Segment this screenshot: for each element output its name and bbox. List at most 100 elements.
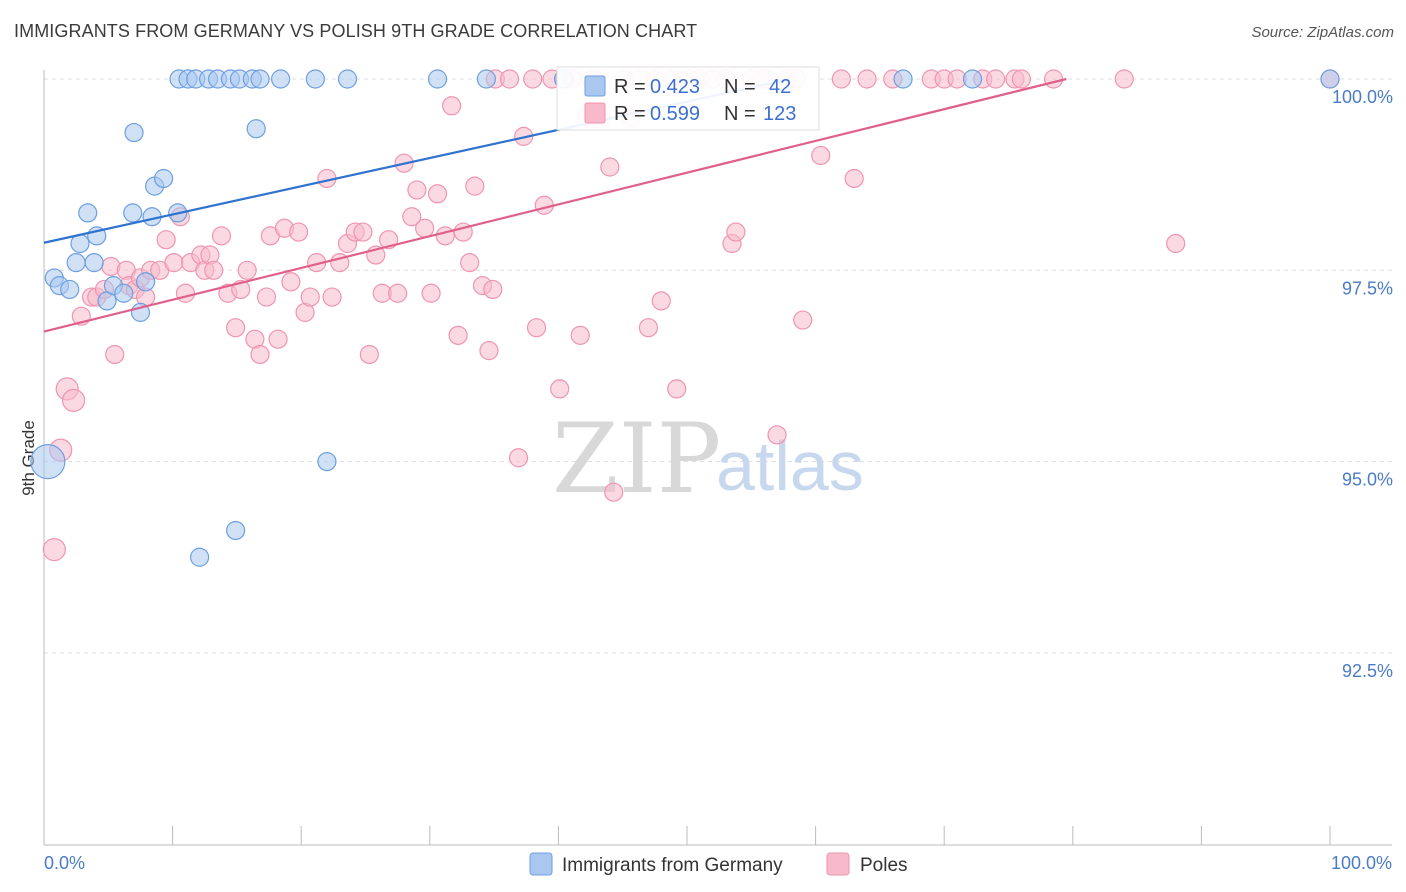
poles-point: [604, 482, 624, 502]
germany-point: [123, 203, 143, 223]
germany-r-value: 0.423: [650, 76, 700, 98]
germany-point: [427, 69, 448, 89]
poles-point: [1166, 233, 1186, 254]
y-tick-label: 92.5%: [1342, 661, 1393, 681]
poles-point: [322, 287, 342, 307]
watermark-atlas: atlas: [716, 427, 864, 505]
poles-point: [268, 329, 288, 349]
y-axis-label: 9th Grade: [19, 420, 38, 496]
poles-point: [460, 253, 480, 273]
germany-point: [893, 69, 913, 89]
germany-point: [317, 452, 337, 472]
germany-swatch: [584, 75, 606, 97]
poles-point: [465, 176, 485, 196]
poles-point: [421, 283, 441, 303]
poles-swatch: [584, 102, 606, 124]
poles-point: [164, 253, 184, 273]
poles-point: [415, 218, 435, 238]
germany-point: [153, 168, 174, 189]
poles-point: [61, 388, 86, 412]
poles-point: [402, 207, 422, 227]
poles-point: [237, 260, 257, 280]
poles-point: [42, 537, 66, 562]
poles-point: [570, 325, 590, 345]
y-tick-label: 100.0%: [1332, 87, 1393, 107]
poles-point: [499, 69, 520, 89]
poles-point: [427, 184, 448, 204]
germany-point: [962, 69, 983, 89]
stats-legend: R = 0.423 N = 42 R = 0.599 N = 123: [556, 66, 820, 131]
poles-point: [211, 226, 232, 246]
germany-points: [30, 69, 1340, 567]
poles-point: [638, 318, 659, 338]
germany-point: [60, 279, 80, 300]
watermark-zip: ZIP: [552, 403, 721, 515]
poles-point: [1011, 69, 1031, 89]
poles-point: [359, 344, 379, 365]
poles-point: [407, 180, 427, 200]
poles-point: [448, 325, 468, 345]
germany-point: [78, 203, 98, 223]
legend-poles-label: Poles: [860, 855, 908, 876]
germany-point: [246, 119, 266, 139]
germany-point: [114, 283, 134, 303]
x-tick-label-min: 0.0%: [44, 853, 85, 873]
poles-point: [550, 379, 570, 399]
x-tick-marks: [43, 826, 1331, 845]
poles-point: [204, 260, 224, 280]
germany-point: [84, 253, 104, 273]
germany-point: [226, 520, 246, 541]
poles-point: [767, 425, 787, 445]
trend-lines: [43, 77, 1067, 333]
germany-point: [66, 253, 86, 273]
poles-point: [250, 344, 270, 365]
poles-point: [726, 222, 746, 242]
germany-point: [124, 122, 144, 143]
poles-n-value: 123: [763, 103, 796, 125]
germany-point: [337, 69, 358, 89]
bottom-legend: Immigrants from Germany Poles: [529, 852, 908, 876]
poles-point: [175, 283, 196, 303]
poles-point: [1114, 69, 1134, 89]
poles-point: [442, 96, 462, 116]
poles-trend-line: [43, 77, 1067, 333]
poles-point: [300, 287, 320, 307]
poles-point: [811, 145, 831, 166]
germany-point: [135, 272, 156, 292]
poles-point: [508, 448, 529, 468]
y-tick-label: 95.0%: [1342, 470, 1393, 490]
poles-point: [353, 222, 373, 242]
poles-n-label: N =: [724, 103, 756, 125]
legend-germany-swatch: [529, 852, 553, 876]
germany-n-label: N =: [724, 76, 756, 98]
y-tick-labels: 100.0% 97.5% 95.0% 92.5%: [1332, 87, 1393, 681]
germany-point: [305, 69, 325, 89]
poles-point: [256, 287, 277, 307]
poles-point: [986, 69, 1006, 89]
poles-point: [534, 195, 554, 215]
poles-point: [857, 69, 877, 89]
poles-point: [667, 379, 687, 399]
poles-point: [831, 69, 851, 89]
legend-germany-label: Immigrants from Germany: [562, 855, 783, 876]
poles-point: [523, 69, 543, 89]
x-tick-label-max: 100.0%: [1331, 853, 1392, 873]
poles-point: [600, 157, 620, 177]
germany-point: [250, 69, 270, 89]
poles-point: [526, 318, 547, 338]
poles-point: [483, 279, 503, 300]
poles-point: [793, 310, 813, 330]
germany-point: [1320, 69, 1340, 89]
poles-point: [1043, 69, 1064, 89]
poles-point: [435, 226, 455, 246]
poles-point: [156, 230, 176, 250]
poles-point: [105, 344, 125, 365]
source-label: Source: ZipAtlas.com: [1251, 24, 1394, 41]
poles-r-label: R =: [614, 103, 646, 125]
germany-r-label: R =: [614, 76, 646, 98]
poles-point: [479, 341, 499, 361]
poles-r-value: 0.599: [650, 103, 700, 125]
poles-point: [226, 318, 246, 338]
y-tick-label: 97.5%: [1342, 278, 1393, 298]
